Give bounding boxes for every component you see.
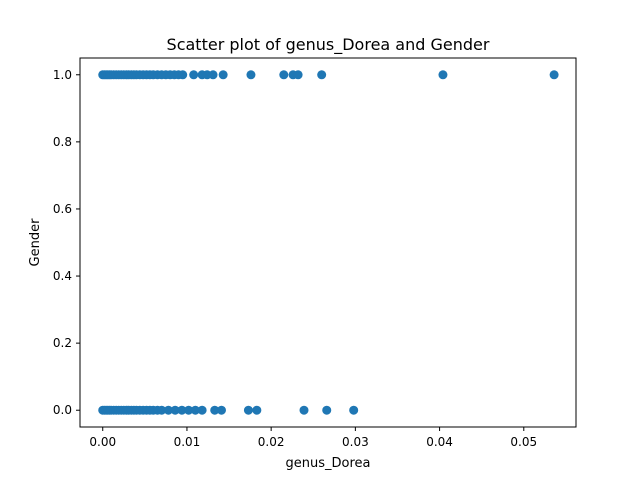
y-tick-label-3: 0.6 bbox=[53, 202, 72, 216]
scatter-point-67 bbox=[190, 405, 200, 415]
points-layer bbox=[98, 70, 559, 415]
x-tick-label-2: 0.02 bbox=[258, 435, 285, 449]
y-tick-label-1: 0.2 bbox=[53, 336, 72, 350]
scatter-point-62 bbox=[157, 405, 167, 415]
scatter-point-34 bbox=[279, 70, 289, 80]
chart-title: Scatter plot of genus_Dorea and Gender bbox=[167, 35, 490, 55]
scatter-point-75 bbox=[349, 405, 359, 415]
plot-area-frame bbox=[79, 57, 577, 428]
y-tick-label-0: 0.0 bbox=[53, 403, 72, 417]
x-tick-label-5: 0.05 bbox=[510, 435, 537, 449]
scatter-point-72 bbox=[252, 405, 262, 415]
scatter-point-63 bbox=[163, 405, 173, 415]
scatter-point-28 bbox=[189, 70, 199, 80]
scatter-point-70 bbox=[216, 405, 226, 415]
scatter-point-69 bbox=[210, 405, 220, 415]
y-tick-label-5: 1.0 bbox=[53, 68, 72, 82]
y-axis-label: Gender bbox=[28, 218, 43, 267]
scatter-point-27 bbox=[178, 70, 188, 80]
x-axis: 0.00 0.01 0.02 0.03 0.04 0.05 bbox=[89, 427, 537, 449]
x-tick-label-4: 0.04 bbox=[426, 435, 453, 449]
x-tick-label-1: 0.01 bbox=[174, 435, 201, 449]
x-tick-label-0: 0.00 bbox=[89, 435, 116, 449]
scatter-point-37 bbox=[317, 70, 327, 80]
y-tick-label-2: 0.4 bbox=[53, 269, 72, 283]
scatter-point-66 bbox=[184, 405, 194, 415]
x-tick-label-3: 0.03 bbox=[342, 435, 369, 449]
scatter-point-39 bbox=[549, 70, 559, 80]
scatter-point-65 bbox=[177, 405, 187, 415]
scatter-point-36 bbox=[293, 70, 303, 80]
scatter-point-33 bbox=[246, 70, 256, 80]
y-tick-label-4: 0.8 bbox=[53, 135, 72, 149]
scatter-point-74 bbox=[322, 405, 332, 415]
scatter-point-38 bbox=[438, 70, 448, 80]
scatter-point-73 bbox=[299, 405, 309, 415]
scatter-point-32 bbox=[218, 70, 228, 80]
scatter-point-71 bbox=[243, 405, 253, 415]
scatter-point-31 bbox=[208, 70, 218, 80]
x-axis-label: genus_Dorea bbox=[286, 456, 371, 471]
y-axis: 0.0 0.2 0.4 0.6 0.8 1.0 bbox=[53, 68, 80, 417]
scatter-point-64 bbox=[170, 405, 180, 415]
scatter-point-68 bbox=[197, 405, 207, 415]
